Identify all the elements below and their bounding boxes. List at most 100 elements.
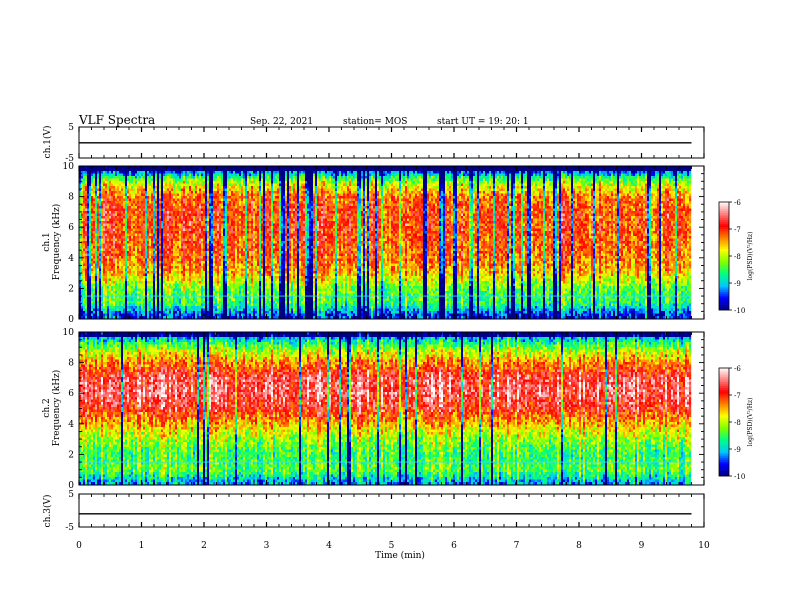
vlf-figure: VLF Spectra Sep. 22, 2021 station= MOS s… (0, 0, 792, 612)
spectrogram-cell (219, 236, 221, 239)
spectrogram-cell (183, 249, 185, 252)
spectrogram-cell (165, 244, 167, 247)
spectrogram-cell (223, 211, 225, 214)
spectrogram-cell (151, 269, 153, 272)
spectrogram-cell (139, 316, 141, 319)
spectrogram-cell (211, 211, 213, 214)
spectrogram-cell (93, 206, 95, 209)
spectrogram-cell (179, 204, 181, 207)
spectrogram-cell (227, 221, 229, 224)
spectrogram-cell (195, 234, 197, 237)
spectrogram-cell (165, 181, 167, 184)
spectrogram-cell (203, 201, 205, 204)
spectrogram-cell (85, 276, 87, 279)
spectrogram-cell (229, 289, 231, 292)
spectrogram-cell (105, 274, 107, 277)
spectrogram-cell (91, 224, 93, 227)
spectrogram-cell (143, 204, 145, 207)
spectrogram-cell (89, 314, 91, 317)
spectrogram-cell (157, 171, 159, 174)
spectrogram-cell (135, 234, 137, 237)
spectrogram-cell (83, 291, 85, 294)
spectrogram-cell (225, 289, 227, 292)
spectrogram-cell (211, 244, 213, 247)
spectrogram-cell (123, 301, 125, 304)
spectrogram-cell (173, 304, 175, 307)
spectrogram-cell (161, 284, 163, 287)
spectrogram-cell (93, 249, 95, 252)
spectrogram-cell (227, 189, 229, 192)
spectrogram-cell (109, 224, 111, 227)
spectrogram-cell (93, 176, 95, 179)
spectrogram-cell (203, 309, 205, 312)
spectrogram-cell (137, 286, 139, 289)
spectrogram-cell (189, 216, 191, 219)
spectrogram-cell (103, 274, 105, 277)
spectrogram-cell (197, 186, 199, 189)
spectrogram-cell (201, 301, 203, 304)
spectrogram-cell (151, 259, 153, 262)
spectrogram-cell (173, 301, 175, 304)
spectrogram-cell (217, 201, 219, 204)
spectrogram-cell (87, 291, 89, 294)
spectrogram-cell (229, 259, 231, 262)
spectrogram-cell (231, 221, 233, 224)
spectrogram-cell (177, 194, 179, 197)
spectrogram-cell (89, 279, 91, 282)
spectrogram-cell (133, 231, 135, 234)
spectrogram-cell (197, 281, 199, 284)
spectrogram-cell (119, 246, 121, 249)
spectrogram-cell (205, 204, 207, 207)
spectrogram-cell (213, 239, 215, 242)
spectrogram-cell (119, 221, 121, 224)
spectrogram-cell (189, 229, 191, 232)
spectrogram-cell (117, 189, 119, 192)
spectrogram-cell (87, 221, 89, 224)
spectrogram-cell (195, 201, 197, 204)
spectrogram-cell (191, 221, 193, 224)
spectrogram-cell (87, 179, 89, 182)
spectrogram-cell (143, 169, 145, 172)
spectrogram-cell (155, 219, 157, 222)
spectrogram-cell (173, 314, 175, 317)
spectrogram-cell (127, 299, 129, 302)
spectrogram-cell (207, 204, 209, 207)
spectrogram-cell (199, 314, 201, 317)
spectrogram-cell (221, 251, 223, 254)
spectrogram-cell (139, 234, 141, 237)
spectrogram-cell (173, 311, 175, 314)
spectrogram-cell (145, 286, 147, 289)
spectrogram-cell (189, 311, 191, 314)
spectrogram-cell (201, 316, 203, 319)
spectrogram-cell (197, 221, 199, 224)
spectrogram-cell (193, 309, 195, 312)
spectrogram-cell (147, 176, 149, 179)
spectrogram-cell (163, 174, 165, 177)
spectrogram-cell (91, 196, 93, 199)
spectrogram-cell (201, 314, 203, 317)
spectrogram-cell (217, 224, 219, 227)
spectrogram-cell (221, 199, 223, 202)
spectrogram-cell (165, 281, 167, 284)
spectrogram-cell (143, 201, 145, 204)
spectrogram-cell (119, 181, 121, 184)
spectrogram-cell (115, 236, 117, 239)
spectrogram-cell (135, 184, 137, 187)
spectrogram-cell (121, 209, 123, 212)
spectrogram-cell (113, 254, 115, 257)
spectrogram-cell (205, 214, 207, 217)
spectrogram-cell (175, 246, 177, 249)
spectrogram-cell (231, 224, 233, 227)
spectrogram-cell (225, 181, 227, 184)
spectrogram-cell (165, 266, 167, 269)
spectrogram-cell (219, 289, 221, 292)
spectrogram-cell (101, 206, 103, 209)
spectrogram-cell (93, 191, 95, 194)
spectrogram-cell (217, 276, 219, 279)
spectrogram-cell (165, 309, 167, 312)
spectrogram-cell (87, 229, 89, 232)
spectrogram-cell (173, 244, 175, 247)
spectrogram-cell (231, 251, 233, 254)
spectrogram-cell (93, 291, 95, 294)
spectrogram-cell (183, 176, 185, 179)
